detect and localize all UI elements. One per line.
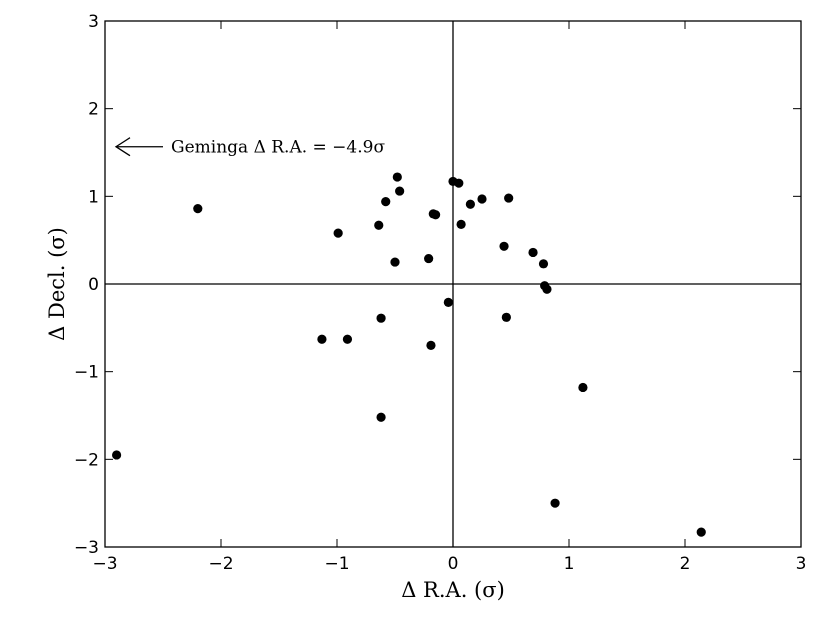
- data-point: [542, 284, 552, 294]
- data-point: [501, 312, 511, 322]
- data-point: [454, 178, 464, 188]
- annotation-text: Geminga Δ R.A. = −4.9σ: [171, 138, 385, 158]
- y-tick-label: 2: [88, 100, 99, 120]
- x-tick-label: 3: [796, 554, 807, 574]
- y-axis-title: Δ Decl. (σ): [45, 227, 69, 341]
- x-tick-label: −1: [324, 554, 349, 574]
- data-point: [499, 241, 509, 251]
- data-point: [465, 199, 475, 209]
- geminga-annotation: Geminga Δ R.A. = −4.9σ: [114, 137, 385, 158]
- data-point: [528, 247, 538, 258]
- x-tick-label: 2: [680, 554, 691, 574]
- data-point: [431, 210, 441, 220]
- data-point: [381, 196, 391, 207]
- y-tick-label: −1: [74, 363, 99, 383]
- data-points: [112, 172, 706, 537]
- data-point: [376, 313, 386, 323]
- y-tick-label: −2: [74, 450, 99, 470]
- zero-lines: [105, 21, 801, 547]
- data-point: [696, 527, 706, 537]
- x-tick-label: −2: [208, 554, 233, 574]
- x-axis: −3 −2 −1 0 1 2 3: [92, 21, 806, 574]
- data-point: [112, 450, 122, 460]
- data-point: [578, 382, 588, 393]
- annotation-arrow-head: [114, 137, 131, 157]
- x-tick-label: 0: [448, 554, 459, 574]
- data-point: [374, 220, 384, 230]
- data-point: [424, 253, 434, 264]
- y-tick-label: 0: [88, 275, 99, 295]
- y-tick-label: 1: [88, 187, 99, 207]
- data-point: [538, 259, 549, 269]
- data-point: [317, 334, 327, 344]
- data-point: [333, 228, 343, 238]
- data-point: [504, 193, 514, 203]
- data-point: [550, 498, 560, 508]
- data-point: [426, 340, 436, 350]
- x-tick-label: 1: [564, 554, 575, 574]
- data-point: [395, 186, 405, 196]
- x-axis-title: Δ R.A. (σ): [401, 578, 505, 602]
- data-point: [390, 257, 400, 267]
- data-point: [376, 412, 386, 422]
- y-axis: −3 −2 −1 0 1 2 3: [74, 12, 801, 558]
- data-point: [477, 194, 487, 204]
- data-point: [193, 204, 203, 214]
- x-tick-label: −3: [92, 554, 117, 574]
- data-point: [443, 297, 453, 308]
- data-point: [456, 219, 466, 229]
- data-point: [342, 334, 353, 344]
- data-point: [392, 172, 402, 182]
- y-tick-label: 3: [88, 12, 99, 32]
- y-tick-label: −3: [74, 538, 99, 558]
